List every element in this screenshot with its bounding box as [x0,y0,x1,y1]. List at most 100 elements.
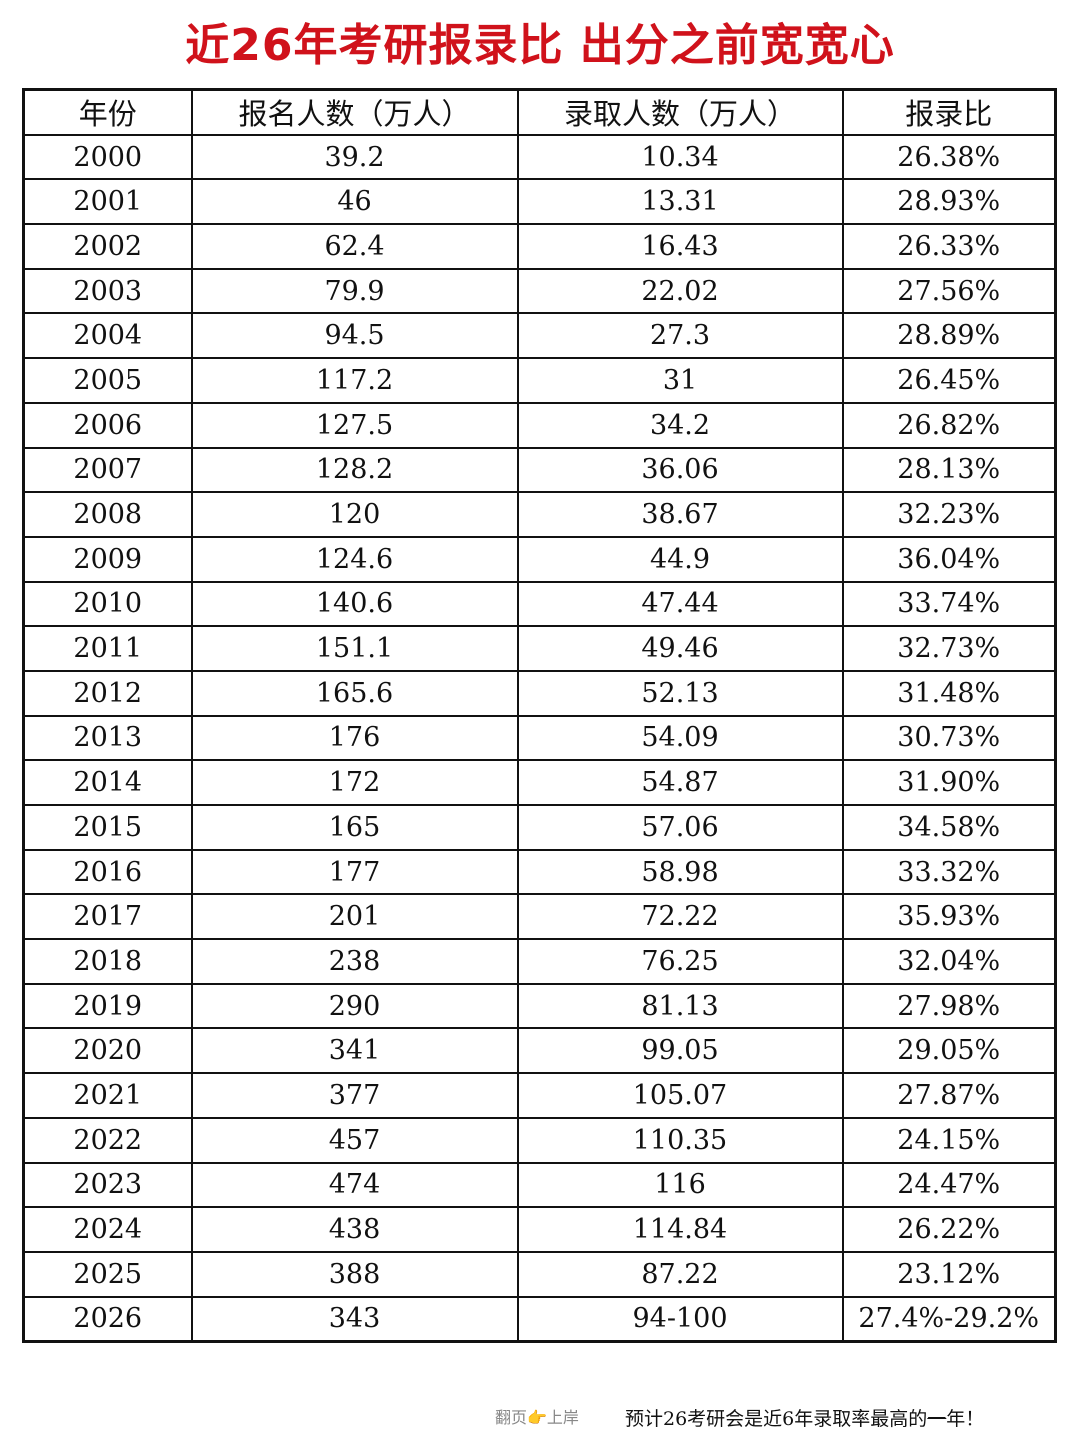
table-cell: 35.93% [841,893,1057,941]
table-cell: 2022 [22,1116,193,1164]
table-cell: 27.3 [516,312,844,360]
table-cell: 27.98% [841,982,1057,1030]
table-cell: 27.4%-29.2% [841,1295,1057,1343]
table-cell: 377 [190,1072,519,1119]
table-row: 2024 438 114.84 26.22% [22,1206,1057,1253]
table-cell: 22.02 [516,267,844,315]
table-cell: 29.05% [841,1027,1057,1075]
table-cell: 2024 [22,1206,193,1253]
table-row: 2016 177 58.98 33.32% [22,848,1057,896]
table-cell: 26.33% [841,223,1057,270]
table-cell: 114.84 [516,1206,844,1253]
table-cell: 54.87 [516,759,844,806]
table-cell: 2019 [22,982,193,1030]
table-cell: 2004 [22,312,193,360]
data-table: 年份 报名人数（万人） 录取人数（万人） 报录比 2000 39.2 10.34 26.38%… [22,88,1057,1344]
table-row: 2002 62.4 16.43 26.33% [22,223,1057,270]
table-cell: 94.5 [190,312,519,360]
table-row: 2011 151.1 49.46 32.73% [22,625,1057,672]
table-cell: 2000 [22,133,193,181]
table-cell: 2020 [22,1027,193,1075]
table-cell: 238 [190,938,519,985]
header-cell: 报名人数（万人） [190,88,519,136]
table-cell: 110.35 [516,1116,844,1164]
table-cell: 33.74% [841,580,1057,628]
table-cell: 2012 [22,669,193,717]
table-cell: 2015 [22,804,193,851]
footnote-text: 年！ [946,1408,985,1430]
table-cell: 2016 [22,848,193,896]
table-cell: 36.06 [516,446,844,494]
table-cell: 2010 [22,580,193,628]
table-cell: 81.13 [516,982,844,1030]
table-cell: 117.2 [190,357,519,404]
table-cell: 52.13 [516,669,844,717]
table-cell: 26.38% [841,133,1057,181]
table-cell: 2023 [22,1161,193,1209]
table-cell: 2008 [22,491,193,538]
table-cell: 28.93% [841,178,1057,226]
table-cell: 62.4 [190,223,519,270]
table-cell: 474 [190,1161,519,1209]
table-cell: 38.67 [516,491,844,538]
table-cell: 26.45% [841,357,1057,404]
title: 近26年考研报录比 出分之前宽宽心 [185,20,895,71]
table-cell: 2002 [22,223,193,270]
header-cell: 年份 [22,88,193,136]
table-cell: 32.23% [841,491,1057,538]
table-cell: 343 [190,1295,519,1343]
header-cell: 录取人数（万人） [516,88,844,136]
table-row: 2023 474 116 24.47% [22,1161,1057,1209]
table-row: 2007 128.2 36.06 28.13% [22,446,1057,494]
table-row: 2004 94.5 27.3 28.89% [22,312,1057,360]
table-row: 2022 457 110.35 24.15% [22,1116,1057,1164]
table-cell: 32.73% [841,625,1057,672]
page-hint: 翻页👉上岸 [495,1408,579,1427]
table-cell: 30.73% [841,714,1057,762]
table-cell: 2017 [22,893,193,941]
table-cell: 2013 [22,714,193,762]
table-row: 2008 120 38.67 32.23% [22,491,1057,538]
table-cell: 2005 [22,357,193,404]
table-row: 2017 201 72.22 35.93% [22,893,1057,941]
table-cell: 24.47% [841,1161,1057,1209]
table-cell: 438 [190,1206,519,1253]
table-cell: 79.9 [190,267,519,315]
table-cell: 2025 [22,1250,193,1298]
table-row: 2005 117.2 31 26.45% [22,357,1057,404]
table-cell: 87.22 [516,1250,844,1298]
footnote-text: 预计26考研会是近6年录取率最高的 [625,1408,928,1430]
header-cell: 报录比 [841,88,1057,136]
table-cell: 116 [516,1161,844,1209]
table-row: 2001 46 13.31 28.93% [22,178,1057,226]
table-row: 2006 127.5 34.2 26.82% [22,401,1057,449]
table-row: 2000 39.2 10.34 26.38% [22,133,1057,181]
table-cell: 2011 [22,625,193,672]
table-cell: 2021 [22,1072,193,1119]
table-row: 2025 388 87.22 23.12% [22,1250,1057,1298]
table-row: 2021 377 105.07 27.87% [22,1072,1057,1119]
table-cell: 165.6 [190,669,519,717]
table-cell: 2018 [22,938,193,985]
table-cell: 176 [190,714,519,762]
table-cell: 44.9 [516,535,844,583]
table-cell: 16.43 [516,223,844,270]
table-cell: 128.2 [190,446,519,494]
table-row: 2015 165 57.06 34.58% [22,804,1057,851]
table-cell: 165 [190,804,519,851]
table-cell: 2006 [22,401,193,449]
table-cell: 388 [190,1250,519,1298]
table-cell: 57.06 [516,804,844,851]
table-cell: 76.25 [516,938,844,985]
table-row: 2014 172 54.87 31.90% [22,759,1057,806]
table-cell: 58.98 [516,848,844,896]
table-cell: 23.12% [841,1250,1057,1298]
table-cell: 127.5 [190,401,519,449]
table-cell: 31 [516,357,844,404]
table-cell: 28.89% [841,312,1057,360]
table-cell: 2001 [22,178,193,226]
table-cell: 172 [190,759,519,806]
table-cell: 26.22% [841,1206,1057,1253]
table-cell: 54.09 [516,714,844,762]
